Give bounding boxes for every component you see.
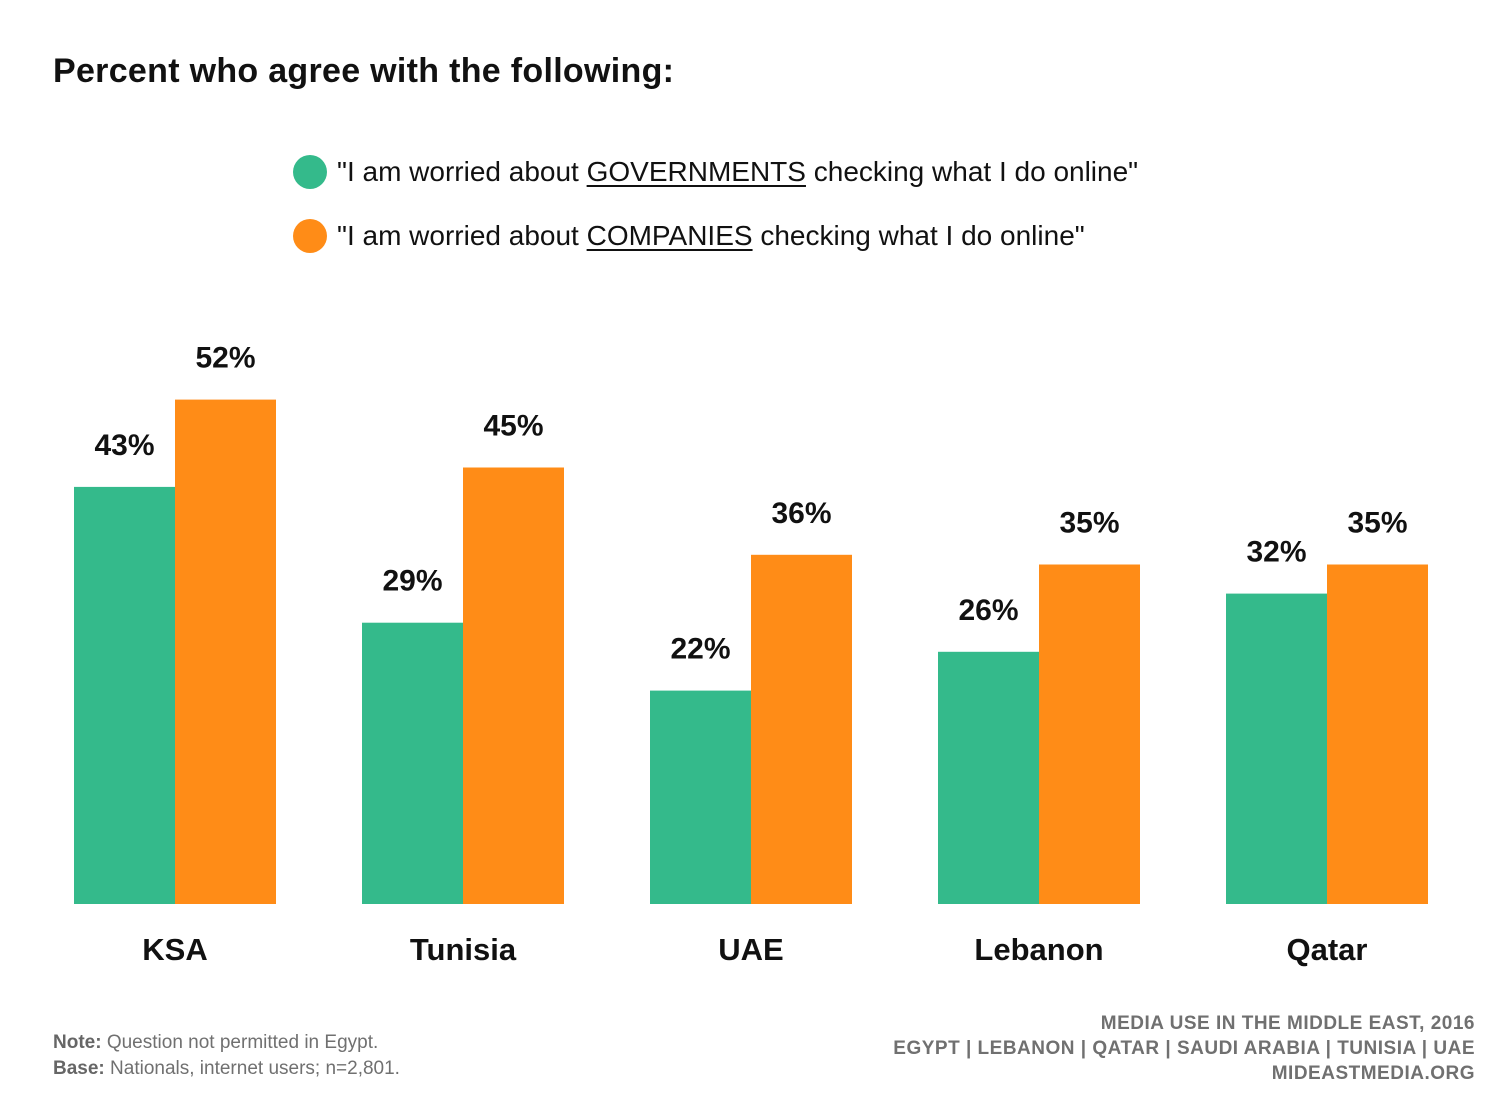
data-label-tunisia-companies: 45% xyxy=(483,410,543,443)
bar-ksa-governments xyxy=(74,486,175,904)
bar-uae-governments xyxy=(650,690,751,904)
source-line-1: MEDIA USE IN THE MIDDLE EAST, 2016 xyxy=(1100,1013,1475,1034)
category-label-ksa: KSA xyxy=(142,932,207,967)
category-label-lebanon: Lebanon xyxy=(974,932,1103,967)
data-label-uae-companies: 36% xyxy=(771,497,831,530)
bar-qatar-companies xyxy=(1327,564,1428,904)
data-label-uae-governments: 22% xyxy=(670,633,730,666)
bar-uae-companies xyxy=(751,554,852,904)
data-label-qatar-companies: 35% xyxy=(1347,507,1407,540)
bar-lebanon-companies xyxy=(1039,564,1140,904)
data-label-lebanon-governments: 26% xyxy=(958,594,1018,627)
legend: "I am worried about GOVERNMENTS checking… xyxy=(293,152,1138,280)
legend-dot-companies xyxy=(293,219,327,253)
chart-title: Percent who agree with the following: xyxy=(53,52,675,90)
bar-tunisia-governments xyxy=(362,622,463,904)
data-label-ksa-governments: 43% xyxy=(94,429,154,462)
bar-ksa-companies xyxy=(175,399,276,904)
bar-chart: 43% 52% KSA 29% 45% Tunisia 22% 36% UAE 26% 35% Leb… xyxy=(74,342,1428,967)
legend-label-companies: "I am worried about COMPANIES checking w… xyxy=(337,220,1085,251)
bar-tunisia-companies xyxy=(463,467,564,904)
bar-lebanon-governments xyxy=(938,651,1039,904)
category-label-qatar: Qatar xyxy=(1287,932,1368,967)
footnote-base: Base: Nationals, internet users; n=2,801… xyxy=(53,1058,400,1079)
category-label-uae: UAE xyxy=(718,932,783,967)
legend-label-governments: "I am worried about GOVERNMENTS checking… xyxy=(337,156,1139,187)
legend-dot-governments xyxy=(293,155,327,189)
data-label-lebanon-companies: 35% xyxy=(1059,507,1119,540)
data-label-qatar-governments: 32% xyxy=(1246,536,1306,569)
source-line-3: MIDEASTMEDIA.ORG xyxy=(1271,1063,1475,1084)
source-credit: MEDIA USE IN THE MIDDLE EAST, 2016 EGYPT… xyxy=(893,1011,1475,1086)
data-label-tunisia-governments: 29% xyxy=(382,565,442,598)
legend-item-companies: "I am worried about COMPANIES checking w… xyxy=(293,216,1138,256)
source-line-2: EGYPT | LEBANON | QATAR | SAUDI ARABIA |… xyxy=(893,1038,1475,1059)
footnote-note: Note: Question not permitted in Egypt. xyxy=(53,1032,379,1053)
data-label-ksa-companies: 52% xyxy=(195,342,255,375)
legend-item-governments: "I am worried about GOVERNMENTS checking… xyxy=(293,152,1138,192)
bar-qatar-governments xyxy=(1226,593,1327,904)
footnote: Note: Question not permitted in Egypt. B… xyxy=(53,1030,400,1082)
category-label-tunisia: Tunisia xyxy=(410,932,517,967)
